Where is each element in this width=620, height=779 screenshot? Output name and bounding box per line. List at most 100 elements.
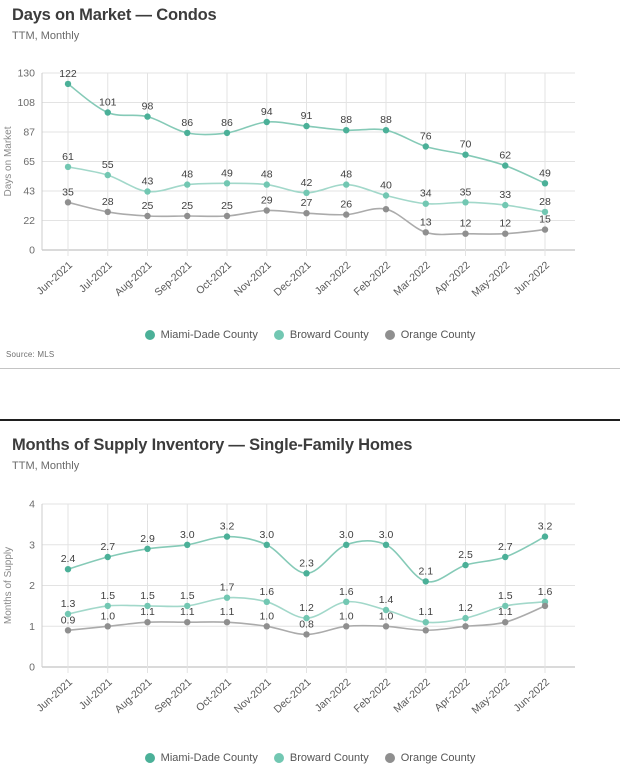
x-tick-label: Dec-2021: [272, 259, 314, 298]
data-point-label: 1.6: [538, 586, 553, 598]
x-tick-label: Apr-2022: [432, 259, 472, 297]
data-point-label: 2.7: [498, 541, 513, 553]
data-point: [263, 118, 270, 126]
data-point-label: 1.5: [498, 590, 513, 602]
data-point-label: 101: [99, 97, 117, 109]
data-point: [382, 541, 390, 548]
data-point: [303, 631, 310, 638]
data-point-label: 25: [142, 200, 154, 212]
data-point-label: 3.0: [339, 529, 354, 541]
data-point-label: 13: [420, 216, 432, 228]
data-point: [343, 211, 350, 218]
y-tick-label: 1: [29, 621, 35, 633]
data-point: [422, 627, 429, 634]
data-point-label: 12: [460, 218, 472, 230]
y-tick-label: 0: [29, 662, 35, 674]
section-divider-dark: [0, 419, 620, 421]
data-point-label: 70: [460, 139, 472, 151]
data-point: [184, 619, 191, 626]
x-tick-label: Feb-2022: [352, 676, 394, 715]
data-point: [64, 163, 72, 171]
chart-subtitle: TTM, Monthly: [12, 460, 80, 472]
data-point-label: 3.2: [220, 521, 235, 533]
data-point: [184, 602, 191, 610]
data-point: [462, 151, 469, 158]
data-point: [184, 541, 191, 548]
x-tick-label: Jun-2022: [511, 676, 552, 714]
data-point: [502, 201, 509, 209]
chart-title-months-of-supply: Months of Supply Inventory — Single-Fami…: [12, 436, 413, 454]
data-point-label: 55: [102, 159, 114, 171]
data-point-label: 35: [460, 186, 472, 198]
x-tick-label: Jun-2021: [34, 676, 75, 714]
data-point: [422, 229, 429, 236]
data-point: [104, 623, 111, 630]
data-point-label: 26: [340, 199, 352, 211]
source-label: Source: MLS: [6, 350, 55, 359]
data-point-label: 25: [221, 200, 233, 212]
data-point: [462, 199, 469, 206]
data-point: [64, 566, 72, 573]
data-point-label: 28: [539, 196, 551, 208]
data-point-label: 42: [301, 177, 313, 189]
data-point: [422, 143, 429, 150]
data-point: [104, 208, 111, 216]
data-point-label: 1.5: [140, 590, 155, 602]
data-point-label: 1.1: [498, 606, 513, 618]
chart-legend: Miami-Dade County Broward County Orange …: [0, 750, 620, 766]
x-tick-label: Oct-2021: [194, 676, 234, 714]
data-point-label: 88: [340, 114, 352, 126]
data-point: [382, 192, 390, 199]
data-point: [382, 206, 390, 213]
data-point: [303, 570, 310, 577]
y-tick-label: 0: [29, 245, 35, 257]
data-point-label: 1.1: [180, 606, 195, 618]
legend-item-miami-dade: Miami-Dade County: [144, 752, 258, 764]
legend-label: Miami-Dade County: [160, 752, 258, 764]
data-point-label: 1.6: [259, 586, 274, 598]
chart-legend: Miami-Dade County Broward County Orange …: [0, 327, 620, 343]
data-point-label: 3.2: [538, 521, 553, 533]
x-tick-label: Mar-2022: [391, 676, 433, 715]
legend-item-orange: Orange County: [384, 329, 476, 341]
data-point: [64, 627, 72, 634]
data-point-label: 15: [539, 214, 551, 226]
data-point-label: 49: [221, 167, 233, 179]
legend-label: Orange County: [400, 752, 476, 764]
data-point: [422, 578, 429, 585]
data-point-label: 1.2: [299, 602, 314, 614]
x-tick-label: Nov-2021: [232, 676, 274, 715]
legend-label: Orange County: [400, 329, 476, 341]
data-point: [541, 180, 549, 187]
data-point-label: 1.0: [339, 610, 354, 622]
y-tick-label: 87: [23, 127, 35, 139]
data-point-label: 34: [420, 188, 432, 200]
data-point: [303, 210, 310, 217]
data-point-label: 1.1: [418, 606, 433, 618]
legend-dot-miami-dade: [144, 330, 155, 340]
data-point: [541, 208, 549, 216]
legend-label: Broward County: [289, 329, 369, 341]
data-point: [184, 212, 191, 220]
x-tick-label: Jul-2021: [77, 259, 115, 295]
x-tick-label: Oct-2021: [194, 259, 234, 297]
data-point: [144, 619, 151, 626]
data-point: [343, 181, 350, 188]
data-point: [462, 561, 469, 569]
data-point: [263, 181, 270, 188]
legend-dot-broward: [273, 753, 284, 763]
data-point: [303, 122, 310, 130]
data-point: [343, 598, 350, 605]
data-point: [223, 619, 231, 626]
data-point-label: 2.3: [299, 557, 314, 569]
data-point-label: 0.9: [61, 614, 76, 626]
data-point: [462, 614, 469, 622]
data-point-label: 94: [261, 106, 273, 118]
data-point: [223, 129, 231, 137]
legend-dot-orange: [384, 330, 395, 340]
data-point-label: 12: [499, 218, 511, 230]
legend-label: Broward County: [289, 752, 369, 764]
data-point: [144, 545, 151, 552]
section-divider-light: [0, 368, 620, 369]
